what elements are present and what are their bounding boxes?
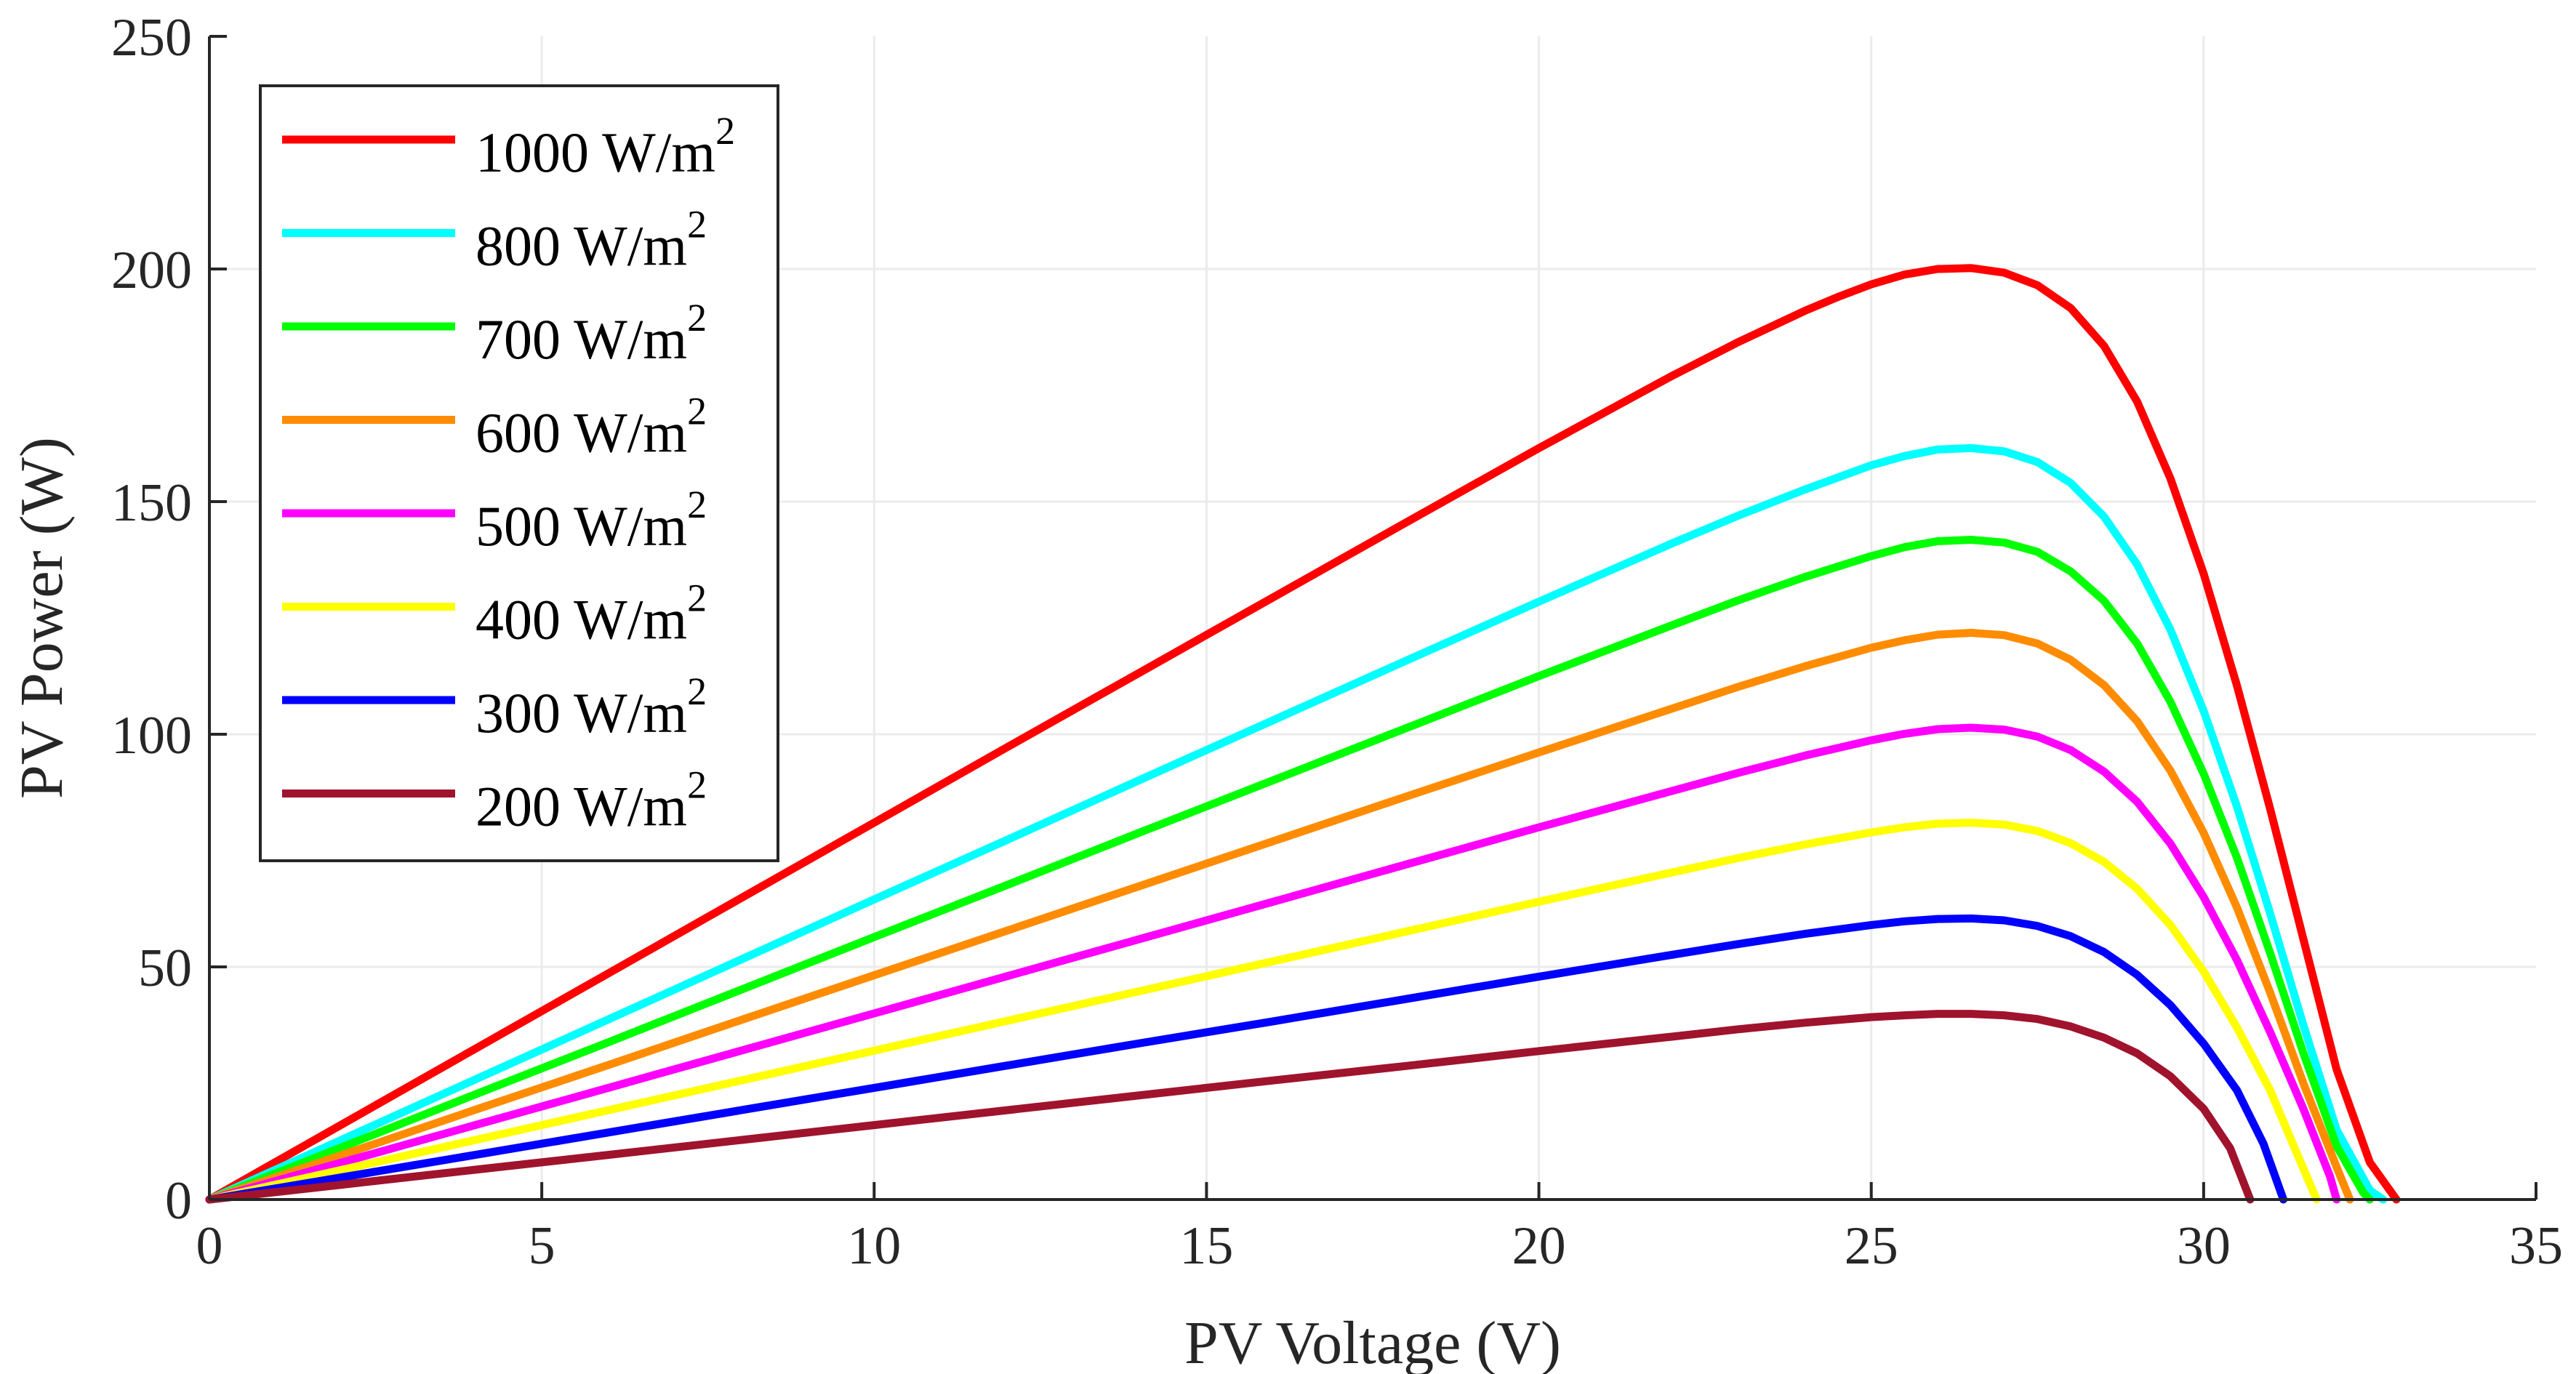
legend-label-text: 1000 W/m [476, 121, 715, 184]
legend-label-superscript: 2 [687, 296, 707, 340]
legend-label-text: 400 W/m [476, 588, 687, 651]
series-line-4 [205, 723, 2341, 1204]
legend-label-superscript: 2 [687, 390, 707, 433]
y-tick-label: 250 [111, 8, 192, 68]
series-line-6 [205, 914, 2288, 1204]
axes [208, 35, 2537, 1201]
legend-label-2: 700 W/m2 [476, 296, 707, 371]
legend-label-text: 600 W/m [476, 401, 687, 465]
legend-label-superscript: 2 [687, 763, 707, 807]
legend-label-superscript: 2 [687, 483, 707, 526]
legend-label-superscript: 2 [687, 576, 707, 620]
legend-label-text: 800 W/m [476, 214, 687, 278]
legend-label-superscript: 2 [715, 109, 735, 153]
x-axis-label: PV Voltage (V) [1184, 1309, 1561, 1374]
legend-label-superscript: 2 [687, 670, 707, 713]
legend-label-4: 500 W/m2 [476, 483, 707, 558]
y-tick-label: 150 [111, 473, 192, 533]
legend-label-6: 300 W/m2 [476, 670, 707, 744]
x-tick-label: 35 [2509, 1216, 2563, 1276]
y-tick-label: 50 [138, 939, 192, 998]
x-tick-label: 20 [1512, 1216, 1566, 1276]
series-line-3 [205, 629, 2354, 1204]
series-layer [205, 264, 2401, 1204]
tick-labels: 0 5 10 15 20 25 30 35 0 50 100 150 200 250 [111, 8, 2563, 1276]
legend-label-text: 300 W/m [476, 681, 687, 744]
y-tick-label: 0 [165, 1171, 192, 1231]
series-line-2 [205, 536, 2374, 1204]
legend-label-text: 500 W/m [476, 494, 687, 558]
x-tick-label: 30 [2177, 1216, 2231, 1276]
legend-label-text: 200 W/m [476, 775, 687, 838]
series-line-0 [205, 264, 2401, 1204]
x-tick-label: 0 [196, 1216, 223, 1276]
legend-label-7: 200 W/m2 [476, 763, 707, 838]
y-tick-label: 100 [111, 706, 192, 766]
x-tick-label: 10 [847, 1216, 901, 1276]
legend-label-0: 1000 W/m2 [476, 109, 735, 184]
x-tick-label: 25 [1845, 1216, 1898, 1276]
legend-label-5: 400 W/m2 [476, 576, 707, 651]
legend-label-3: 600 W/m2 [476, 390, 707, 465]
series-line-5 [205, 819, 2321, 1204]
legend-label-1: 800 W/m2 [476, 203, 707, 278]
series-line-7 [205, 1010, 2255, 1204]
series-line-1 [205, 443, 2388, 1204]
legend-label-text: 700 W/m [476, 308, 687, 371]
x-tick-label: 15 [1179, 1216, 1233, 1276]
y-axis-label: PV Power (W) [8, 437, 76, 799]
y-tick-label: 200 [111, 241, 192, 300]
legend-box [259, 84, 779, 862]
legend-label-superscript: 2 [687, 203, 707, 246]
x-tick-label: 5 [529, 1216, 555, 1276]
